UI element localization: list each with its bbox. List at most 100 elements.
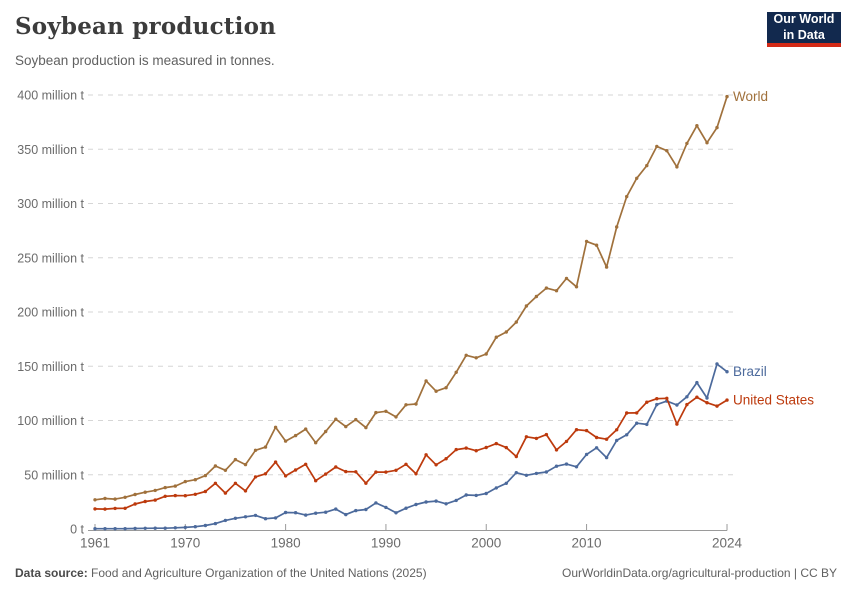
united-states-series-label[interactable]: United States xyxy=(733,393,814,408)
brazil-point-1977[interactable] xyxy=(253,513,258,518)
brazil-point-1994[interactable] xyxy=(424,500,428,504)
united-states-point-1978[interactable] xyxy=(263,472,268,476)
united-states-point-1971[interactable] xyxy=(193,492,197,496)
united-states-point-1967[interactable] xyxy=(153,498,157,502)
brazil-point-1978[interactable] xyxy=(263,517,268,521)
brazil-point-1961[interactable] xyxy=(93,527,97,531)
united-states-point-1976[interactable] xyxy=(243,489,248,493)
united-states-point-2002[interactable] xyxy=(504,445,508,450)
world-point-2021[interactable] xyxy=(695,124,699,128)
world-point-1995[interactable] xyxy=(434,389,438,393)
world-point-2005[interactable] xyxy=(534,294,539,299)
world-point-1966[interactable] xyxy=(143,490,147,494)
world-point-2015[interactable] xyxy=(635,176,639,180)
world-point-1996[interactable] xyxy=(444,386,448,390)
brazil-point-2023[interactable] xyxy=(715,362,719,366)
world-point-1961[interactable] xyxy=(93,498,97,502)
brazil-point-1995[interactable] xyxy=(434,499,438,503)
world-point-1975[interactable] xyxy=(233,457,238,462)
united-states-point-2015[interactable] xyxy=(635,411,639,415)
world-point-1962[interactable] xyxy=(103,496,107,501)
brazil-point-2003[interactable] xyxy=(514,471,518,475)
world-point-1977[interactable] xyxy=(253,448,258,452)
brazil-point-1999[interactable] xyxy=(474,493,478,498)
brazil-point-2009[interactable] xyxy=(574,465,579,469)
world-point-1988[interactable] xyxy=(364,425,368,430)
united-states-point-2012[interactable] xyxy=(604,437,609,441)
world-point-2020[interactable] xyxy=(685,141,689,146)
soybean-production-chart[interactable]: 0 t 50 million t 100 million t 150 million … xyxy=(0,78,850,560)
brazil-point-1987[interactable] xyxy=(354,508,358,513)
united-states-point-2023[interactable] xyxy=(715,404,719,408)
footer-credit-link[interactable]: OurWorldinData.org/agricultural-producti… xyxy=(561,566,837,580)
brazil-point-2016[interactable] xyxy=(645,422,649,427)
united-states-point-1966[interactable] xyxy=(143,499,147,504)
united-states-point-2021[interactable] xyxy=(695,395,699,399)
world-series-label[interactable]: World xyxy=(733,89,768,104)
united-states-point-1979[interactable] xyxy=(273,460,278,464)
united-states-point-1992[interactable] xyxy=(404,462,408,466)
united-states-point-1975[interactable] xyxy=(233,481,238,485)
united-states-point-1991[interactable] xyxy=(394,468,398,472)
brazil-point-2005[interactable] xyxy=(534,471,539,476)
united-states-point-2007[interactable] xyxy=(554,448,559,452)
brazil-point-1968[interactable] xyxy=(163,526,167,530)
brazil-point-2006[interactable] xyxy=(544,470,549,474)
united-states-point-1962[interactable] xyxy=(103,507,107,511)
world-point-1973[interactable] xyxy=(213,464,218,468)
united-states-point-1994[interactable] xyxy=(424,453,428,457)
world-point-1978[interactable] xyxy=(263,445,268,449)
brazil-point-2012[interactable] xyxy=(604,455,609,460)
united-states-point-1963[interactable] xyxy=(113,506,117,511)
world-point-2023[interactable] xyxy=(715,125,719,130)
united-states-line[interactable] xyxy=(94,396,728,510)
brazil-point-2008[interactable] xyxy=(564,462,569,466)
united-states-point-2024[interactable] xyxy=(725,398,729,402)
brazil-point-2001[interactable] xyxy=(494,486,498,490)
brazil-point-1981[interactable] xyxy=(293,511,298,515)
brazil-point-1985[interactable] xyxy=(334,507,338,511)
brazil-point-1996[interactable] xyxy=(444,502,448,506)
united-states-point-2000[interactable] xyxy=(484,445,488,450)
united-states-point-2003[interactable] xyxy=(514,454,518,459)
united-states-point-2019[interactable] xyxy=(675,422,679,426)
world-point-1970[interactable] xyxy=(183,479,187,484)
brazil-point-1992[interactable] xyxy=(404,506,408,510)
world-point-2007[interactable] xyxy=(554,289,559,293)
united-states-point-2017[interactable] xyxy=(655,397,659,401)
brazil-point-1979[interactable] xyxy=(273,516,278,520)
world-point-2011[interactable] xyxy=(594,243,599,247)
world-point-1990[interactable] xyxy=(384,409,388,413)
world-point-1982[interactable] xyxy=(304,427,308,431)
world-point-1972[interactable] xyxy=(203,473,208,478)
world-point-1968[interactable] xyxy=(163,485,167,490)
united-states-point-1984[interactable] xyxy=(324,472,328,476)
world-point-1998[interactable] xyxy=(464,353,468,357)
brazil-point-1986[interactable] xyxy=(344,512,348,517)
united-states-point-1974[interactable] xyxy=(223,491,228,495)
world-point-2009[interactable] xyxy=(574,285,579,289)
brazil-point-1976[interactable] xyxy=(243,515,248,519)
brazil-point-2022[interactable] xyxy=(705,396,709,400)
world-point-2024[interactable] xyxy=(725,94,729,99)
world-point-1992[interactable] xyxy=(404,403,408,407)
world-point-1976[interactable] xyxy=(243,462,248,467)
brazil-point-2011[interactable] xyxy=(594,446,599,450)
brazil-point-2015[interactable] xyxy=(635,421,639,425)
world-point-2001[interactable] xyxy=(494,335,498,339)
brazil-point-1972[interactable] xyxy=(203,523,208,528)
brazil-point-1962[interactable] xyxy=(103,527,107,531)
united-states-point-1986[interactable] xyxy=(344,469,348,474)
brazil-point-2000[interactable] xyxy=(484,491,488,496)
united-states-point-1969[interactable] xyxy=(173,493,177,498)
united-states-point-1989[interactable] xyxy=(374,470,378,474)
brazil-point-1966[interactable] xyxy=(143,526,147,530)
brazil-point-1988[interactable] xyxy=(364,507,368,512)
world-line[interactable] xyxy=(94,95,728,501)
world-point-1993[interactable] xyxy=(414,402,418,406)
united-states-point-1973[interactable] xyxy=(213,481,218,485)
brazil-point-1974[interactable] xyxy=(223,518,228,523)
united-states-point-1988[interactable] xyxy=(364,481,368,485)
united-states-point-1981[interactable] xyxy=(293,468,298,472)
united-states-point-1980[interactable] xyxy=(283,474,288,478)
